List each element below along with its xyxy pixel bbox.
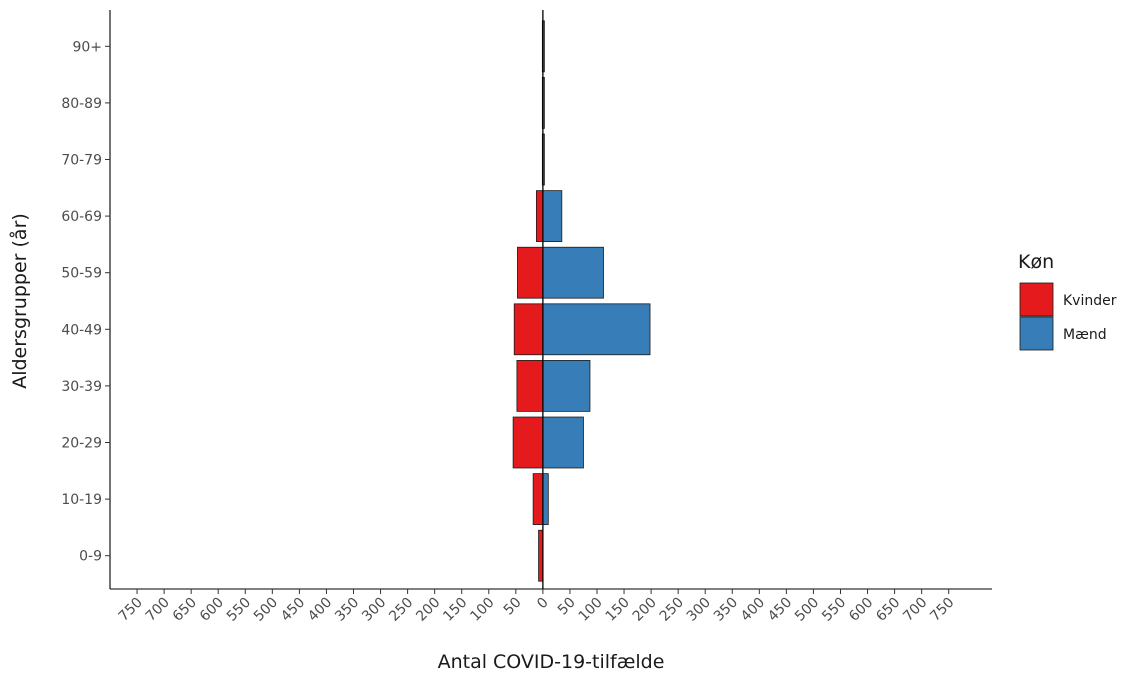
- legend-label-kvinder: Kvinder: [1063, 293, 1117, 309]
- bar-mænd-10-19: [542, 473, 549, 525]
- y-axis: 0-9 10-19 20-29 30-39 40-49 50-59 60-69 70-79 80…: [61, 10, 111, 589]
- x-tick-label: 450: [765, 595, 795, 625]
- x-tick-label: 750: [116, 595, 146, 625]
- x-tick-label: 600: [846, 595, 876, 625]
- x-tick-label: 150: [440, 595, 470, 625]
- bar-kvinder-20-29: [512, 416, 544, 469]
- x-tick-label: 650: [873, 595, 903, 625]
- bars: [512, 20, 651, 582]
- y-tick-label: 90+: [72, 39, 102, 55]
- bar-kvinder-60-69: [535, 190, 544, 242]
- y-tick-label: 80-89: [61, 96, 102, 112]
- legend-title: Køn: [1018, 251, 1054, 273]
- bar-kvinder-30-39: [516, 360, 544, 412]
- x-tick-label: 400: [305, 595, 335, 625]
- x-tick-label: 500: [251, 595, 281, 625]
- bar-mænd-30-39: [542, 360, 591, 412]
- x-tick-label: 50: [555, 595, 579, 619]
- x-tick-label: 300: [359, 595, 389, 625]
- x-tick-label: 750: [927, 595, 957, 625]
- x-tick-label: 100: [467, 595, 497, 625]
- x-tick-label: 550: [224, 595, 254, 625]
- x-tick-label: 450: [278, 595, 308, 625]
- legend: Køn Kvinder Mænd: [1018, 251, 1117, 351]
- bar-mænd-40-49: [542, 303, 651, 356]
- x-tick-label: 0: [534, 595, 552, 613]
- x-tick-label: 700: [900, 595, 930, 625]
- x-tick-label: 700: [143, 595, 173, 625]
- y-tick-label: 50-59: [61, 266, 102, 282]
- x-tick-label: 150: [603, 595, 633, 625]
- y-tick-label: 60-69: [61, 209, 102, 225]
- x-tick-label: 650: [170, 595, 200, 625]
- y-tick-label: 70-79: [61, 153, 102, 169]
- x-tick-label: 50: [501, 595, 525, 619]
- x-tick-label: 250: [657, 595, 687, 625]
- x-tick-label: 350: [332, 595, 362, 625]
- x-tick-label: 300: [684, 595, 714, 625]
- legend-label-mænd: Mænd: [1063, 327, 1107, 343]
- legend-key-kvinder: [1019, 282, 1054, 317]
- bar-mænd-20-29: [542, 416, 584, 469]
- x-tick-label: 250: [386, 595, 416, 625]
- x-tick-label: 550: [819, 595, 849, 625]
- y-tick-label: 40-49: [61, 322, 102, 338]
- bar-mænd-60-69: [542, 190, 563, 242]
- x-tick-label: 400: [738, 595, 768, 625]
- x-tick-label: 200: [630, 595, 660, 625]
- bar-kvinder-10-19: [532, 473, 544, 525]
- y-tick-label: 10-19: [61, 492, 102, 508]
- x-axis: 7507006506005505004504003503002502001501…: [110, 588, 992, 625]
- y-tick-label: 0-9: [79, 549, 102, 565]
- x-axis-title: Antal COVID-19-tilfælde: [438, 651, 665, 673]
- x-tick-label: 100: [576, 595, 606, 625]
- x-tick-label: 350: [711, 595, 741, 625]
- x-tick-label: 600: [197, 595, 227, 625]
- bar-kvinder-40-49: [513, 303, 544, 356]
- x-tick-label: 200: [413, 595, 443, 625]
- y-axis-title: Aldersgrupper (år): [8, 213, 31, 389]
- bar-mænd-50-59: [542, 246, 604, 299]
- y-tick-label: 20-29: [61, 436, 102, 452]
- bar-kvinder-50-59: [517, 246, 544, 299]
- legend-key-mænd: [1019, 316, 1054, 351]
- y-tick-label: 30-39: [61, 379, 102, 395]
- x-tick-label: 500: [792, 595, 822, 625]
